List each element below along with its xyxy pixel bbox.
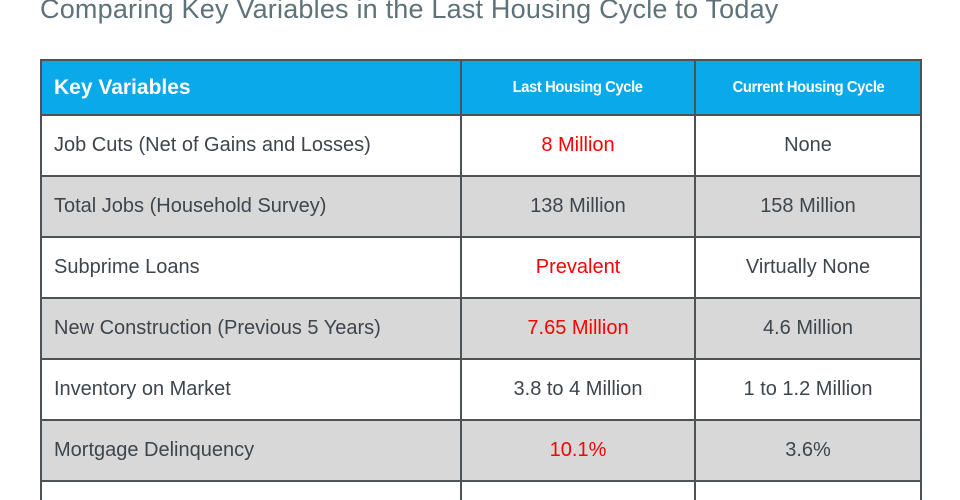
cell-variable: New Construction (Previous 5 Years) — [40, 297, 462, 360]
cell-current-value — [694, 480, 922, 500]
table-row-inventory: Inventory on Market 3.8 to 4 Million 1 t… — [40, 358, 922, 421]
cell-last-value: Prevalent — [460, 236, 696, 299]
cell-current-value: Virtually None — [694, 236, 922, 299]
table-row-total-jobs: Total Jobs (Household Survey) 138 Millio… — [40, 175, 922, 238]
cell-last-value: 8 Million — [460, 114, 696, 177]
table-row-subprime-loans: Subprime Loans Prevalent Virtually None — [40, 236, 922, 299]
cell-variable — [40, 480, 462, 500]
table-row-new-construction: New Construction (Previous 5 Years) 7.65… — [40, 297, 922, 360]
cell-last-value: 7.65 Million — [460, 297, 696, 360]
header-key-variables: Key Variables — [40, 59, 462, 116]
header-last-housing-cycle-label: Last Housing Cycle — [513, 78, 643, 96]
cell-current-value: 1 to 1.2 Million — [694, 358, 922, 421]
cell-variable: Inventory on Market — [40, 358, 462, 421]
header-current-housing-cycle: Current Housing Cycle — [694, 59, 922, 116]
page-title: Comparing Key Variables in the Last Hous… — [40, 0, 779, 24]
cell-current-value: 158 Million — [694, 175, 922, 238]
cell-variable: Total Jobs (Household Survey) — [40, 175, 462, 238]
header-last-housing-cycle: Last Housing Cycle — [460, 59, 696, 116]
comparison-table: Key Variables Last Housing Cycle Current… — [40, 59, 922, 500]
cell-variable: Subprime Loans — [40, 236, 462, 299]
table-row-clipped — [40, 480, 922, 500]
table-header-row: Key Variables Last Housing Cycle Current… — [40, 59, 922, 116]
header-current-housing-cycle-label: Current Housing Cycle — [732, 78, 884, 96]
cell-last-value: 3.8 to 4 Million — [460, 358, 696, 421]
cell-current-value: 3.6% — [694, 419, 922, 482]
cell-last-value: 10.1% — [460, 419, 696, 482]
cell-variable: Job Cuts (Net of Gains and Losses) — [40, 114, 462, 177]
cell-current-value: None — [694, 114, 922, 177]
table-row-job-cuts: Job Cuts (Net of Gains and Losses) 8 Mil… — [40, 114, 922, 177]
cell-last-value — [460, 480, 696, 500]
cell-last-value: 138 Million — [460, 175, 696, 238]
table-row-mortgage-delinquency: Mortgage Delinquency 10.1% 3.6% — [40, 419, 922, 482]
cell-variable: Mortgage Delinquency — [40, 419, 462, 482]
cell-current-value: 4.6 Million — [694, 297, 922, 360]
